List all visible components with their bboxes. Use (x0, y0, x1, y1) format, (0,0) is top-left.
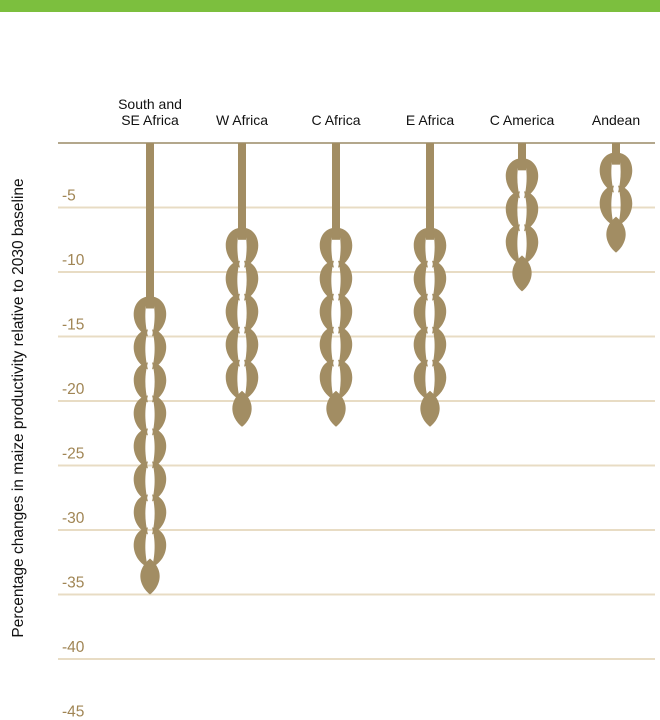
y-tick-label: -30 (62, 510, 85, 527)
maize-grain (524, 191, 539, 232)
maize-grain (152, 428, 167, 469)
maize-grain (152, 395, 167, 436)
maize-grain (244, 260, 259, 301)
bar-4 (505, 143, 539, 292)
maize-grain (319, 293, 334, 334)
maize-grain (244, 359, 259, 400)
bar-1 (225, 143, 259, 427)
bar-stem (426, 143, 434, 240)
y-tick-label: -25 (62, 446, 84, 463)
bar-2 (319, 143, 353, 427)
maize-grain (133, 527, 148, 568)
maize-grain (244, 293, 259, 334)
bar-3 (413, 143, 447, 427)
maize-grain (338, 359, 353, 400)
maize-grain (225, 260, 240, 301)
y-tick-label: -40 (62, 639, 85, 656)
maize-grain (319, 227, 334, 268)
maize-grain (319, 260, 334, 301)
y-tick-label: -45 (62, 704, 84, 720)
maize-grain (133, 494, 148, 535)
maize-ear-tip (606, 216, 626, 253)
bar-stem (332, 143, 340, 240)
maize-grain (152, 494, 167, 535)
category-label: C Africa (281, 112, 391, 128)
maize-grain (319, 326, 334, 367)
category-label-line: SE Africa (121, 112, 179, 128)
y-tick-label: -15 (62, 317, 84, 334)
maize-grain (338, 326, 353, 367)
category-label-line: C America (489, 112, 555, 128)
top-accent-bar (0, 0, 660, 12)
maize-grain (133, 362, 148, 403)
maize-ear-tip (420, 390, 440, 427)
category-label: Andean (561, 112, 660, 128)
maize-grain (413, 260, 428, 301)
maize-grain (133, 395, 148, 436)
maize-grain (413, 359, 428, 400)
maize-grain (413, 326, 428, 367)
category-label-line: W Africa (215, 112, 269, 128)
maize-grain (432, 326, 447, 367)
maize-grain (244, 326, 259, 367)
maize-grain (225, 293, 240, 334)
maize-grain (524, 158, 539, 199)
y-tick-label: -20 (62, 381, 85, 398)
maize-grain (505, 191, 520, 232)
maize-grain (152, 362, 167, 403)
maize-grain (432, 260, 447, 301)
maize-ear-tip (232, 390, 252, 427)
maize-grain (338, 260, 353, 301)
maize-grain (225, 359, 240, 400)
category-label-line: E Africa (405, 112, 455, 128)
y-tick-label: -5 (62, 188, 76, 205)
category-label-line: C Africa (311, 112, 361, 128)
y-tick-label: -35 (62, 575, 84, 592)
maize-grain (524, 224, 539, 265)
maize-grain (599, 152, 614, 193)
maize-grain (225, 326, 240, 367)
maize-grain (432, 227, 447, 268)
maize-grain (505, 224, 520, 265)
category-label: South and SE Africa (95, 96, 205, 128)
maize-grain (338, 293, 353, 334)
maize-grain (133, 428, 148, 469)
maize-grain (505, 158, 520, 199)
maize-grain (413, 293, 428, 334)
maize-grain (319, 359, 334, 400)
maize-grain (133, 296, 148, 337)
bar-stem (146, 143, 154, 309)
maize-ear-tip (140, 558, 160, 595)
bar-stem (518, 143, 526, 171)
y-tick-label: -10 (62, 252, 85, 269)
maize-grain (133, 461, 148, 502)
maize-grain (152, 527, 167, 568)
maize-grain (152, 461, 167, 502)
bar-stem (238, 143, 246, 240)
maize-grain (244, 227, 259, 268)
bar-0 (133, 143, 167, 595)
maize-grain (618, 185, 633, 226)
maize-grain (152, 296, 167, 337)
maize-grain (152, 329, 167, 370)
maize-grain (133, 329, 148, 370)
maize-ear-tip (326, 390, 346, 427)
maize-grain (432, 293, 447, 334)
maize-grain (599, 185, 614, 226)
category-label: W Africa (187, 112, 297, 128)
maize-grain (338, 227, 353, 268)
maize-ear-tip (512, 255, 532, 292)
category-label-line: South and (118, 96, 182, 112)
maize-grain (432, 359, 447, 400)
bar-stem (612, 143, 620, 165)
category-label: E Africa (375, 112, 485, 128)
maize-grain (413, 227, 428, 268)
maize-grain (225, 227, 240, 268)
maize-grain (618, 152, 633, 193)
category-label-line: Andean (591, 112, 641, 128)
category-label: C America (467, 112, 577, 128)
bar-5 (599, 143, 633, 253)
